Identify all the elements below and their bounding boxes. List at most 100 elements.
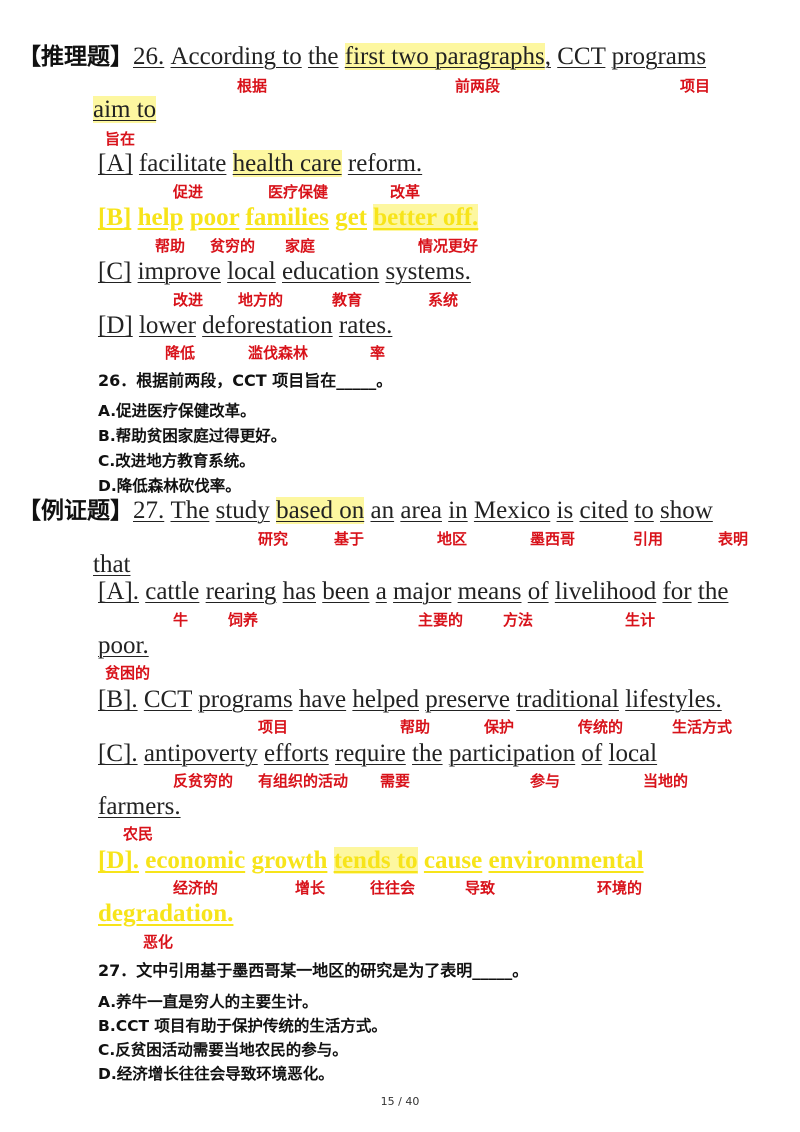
highlighted-phrase: tends to: [333, 847, 418, 874]
q27-option-c: [C]. antipoverty efforts require the par…: [98, 739, 657, 769]
q27-option-a-cont: poor.: [98, 631, 149, 661]
word: economic: [145, 847, 246, 874]
word: cattle: [145, 578, 200, 605]
gloss: 帮助: [400, 718, 431, 736]
word: in: [448, 497, 468, 524]
gloss: 系统: [428, 291, 459, 309]
gloss: 前两段: [455, 77, 501, 95]
highlighted-phrase: based on: [276, 497, 365, 524]
q26-stem-line-2: aim to: [93, 95, 157, 125]
word: participation: [448, 740, 576, 767]
word: the: [412, 740, 443, 767]
gloss: 参与: [530, 772, 561, 790]
word: area: [400, 497, 442, 524]
word: environmental: [488, 847, 644, 874]
q26-chinese-option-d: D.降低森林砍伐率。: [98, 477, 241, 495]
word: poor.: [98, 632, 149, 659]
word: 26.: [133, 43, 165, 70]
gloss: 情况更好: [418, 237, 479, 255]
word: require: [334, 740, 406, 767]
gloss: 引用: [633, 530, 664, 548]
gloss: 生计: [625, 611, 656, 629]
word: education: [282, 258, 380, 285]
gloss: 改革: [390, 183, 421, 201]
gloss: 保护: [484, 718, 515, 736]
gloss: 率: [370, 344, 386, 362]
gloss: 饲养: [228, 611, 259, 629]
highlighted-phrase: aim to: [93, 96, 157, 123]
gloss: 环境的: [597, 879, 643, 897]
gloss: 需要: [380, 772, 411, 790]
word: lower: [138, 312, 196, 339]
word: major: [393, 578, 452, 605]
gloss: 基于: [334, 530, 365, 548]
word: According to: [170, 43, 302, 70]
word: rearing: [205, 578, 277, 605]
q27-option-b: [B]. CCT programs have helped preserve t…: [98, 685, 722, 715]
word: CCT: [557, 43, 606, 70]
word: CCT: [143, 686, 192, 713]
word: cause: [423, 847, 483, 874]
q27-stem-line-2: that: [93, 550, 131, 580]
word: efforts: [263, 740, 329, 767]
q27-chinese-option-c: C.反贫困活动需要当地农民的参与。: [98, 1041, 348, 1059]
question-type-tag: 【例证题】: [18, 498, 133, 524]
gloss: 恶化: [143, 933, 174, 951]
word: livelihood: [554, 578, 657, 605]
word: rates.: [338, 312, 393, 339]
gloss: 经济的: [173, 879, 219, 897]
gloss: 滥伐森林: [248, 344, 309, 362]
gloss: 有组织的活动: [258, 772, 349, 790]
word: poor: [189, 204, 240, 231]
word: ,: [544, 43, 551, 70]
gloss: 表明: [718, 530, 749, 548]
word: local: [227, 258, 276, 285]
gloss: 研究: [258, 530, 289, 548]
gloss: 当地的: [643, 772, 689, 790]
word: that: [93, 551, 131, 578]
word: of: [581, 740, 603, 767]
gloss: 农民: [123, 825, 154, 843]
gloss: 牛: [173, 611, 189, 629]
gloss: 改进: [173, 291, 204, 309]
gloss: 旨在: [105, 130, 136, 148]
word: [C].: [98, 740, 138, 767]
gloss: 地区: [437, 530, 468, 548]
word: is: [556, 497, 574, 524]
gloss: 帮助: [155, 237, 186, 255]
word: have: [298, 686, 347, 713]
word: means: [457, 578, 522, 605]
word: [D]: [98, 312, 133, 339]
word: 27.: [133, 497, 165, 524]
gloss: 促进: [173, 183, 204, 201]
gloss: 地方的: [238, 291, 284, 309]
word: programs: [611, 43, 707, 70]
word: the: [697, 578, 729, 605]
q26-stem-line: 【推理题】26. According to the first two para…: [18, 42, 706, 72]
page-number: 15 / 40: [380, 1095, 420, 1108]
gloss: 方法: [503, 611, 534, 629]
highlighted-phrase: first two paragraphs: [344, 43, 545, 70]
word: traditional: [516, 686, 619, 713]
word: degradation.: [98, 900, 234, 927]
word: help: [137, 204, 184, 231]
word: The: [170, 497, 210, 524]
word: [A]: [98, 150, 133, 177]
q26-chinese-option-c: C.改进地方教育系统。: [98, 452, 255, 470]
word: lifestyles.: [625, 686, 722, 713]
gloss: 主要的: [418, 611, 464, 629]
gloss: 墨西哥: [530, 530, 576, 548]
word: [A].: [98, 578, 139, 605]
word: programs: [198, 686, 293, 713]
gloss: 增长: [295, 879, 326, 897]
word: [B]: [98, 204, 132, 231]
q26-option-a: [A] facilitate health care reform.: [98, 149, 422, 179]
word: preserve: [425, 686, 510, 713]
word: antipoverty: [143, 740, 258, 767]
word: of: [527, 578, 549, 605]
word: facilitate: [138, 150, 227, 177]
word: get: [335, 204, 367, 231]
q27-stem-line: 【例证题】27. The study based on an area in M…: [18, 496, 713, 526]
gloss: 根据: [237, 77, 268, 95]
word: reform.: [347, 150, 423, 177]
